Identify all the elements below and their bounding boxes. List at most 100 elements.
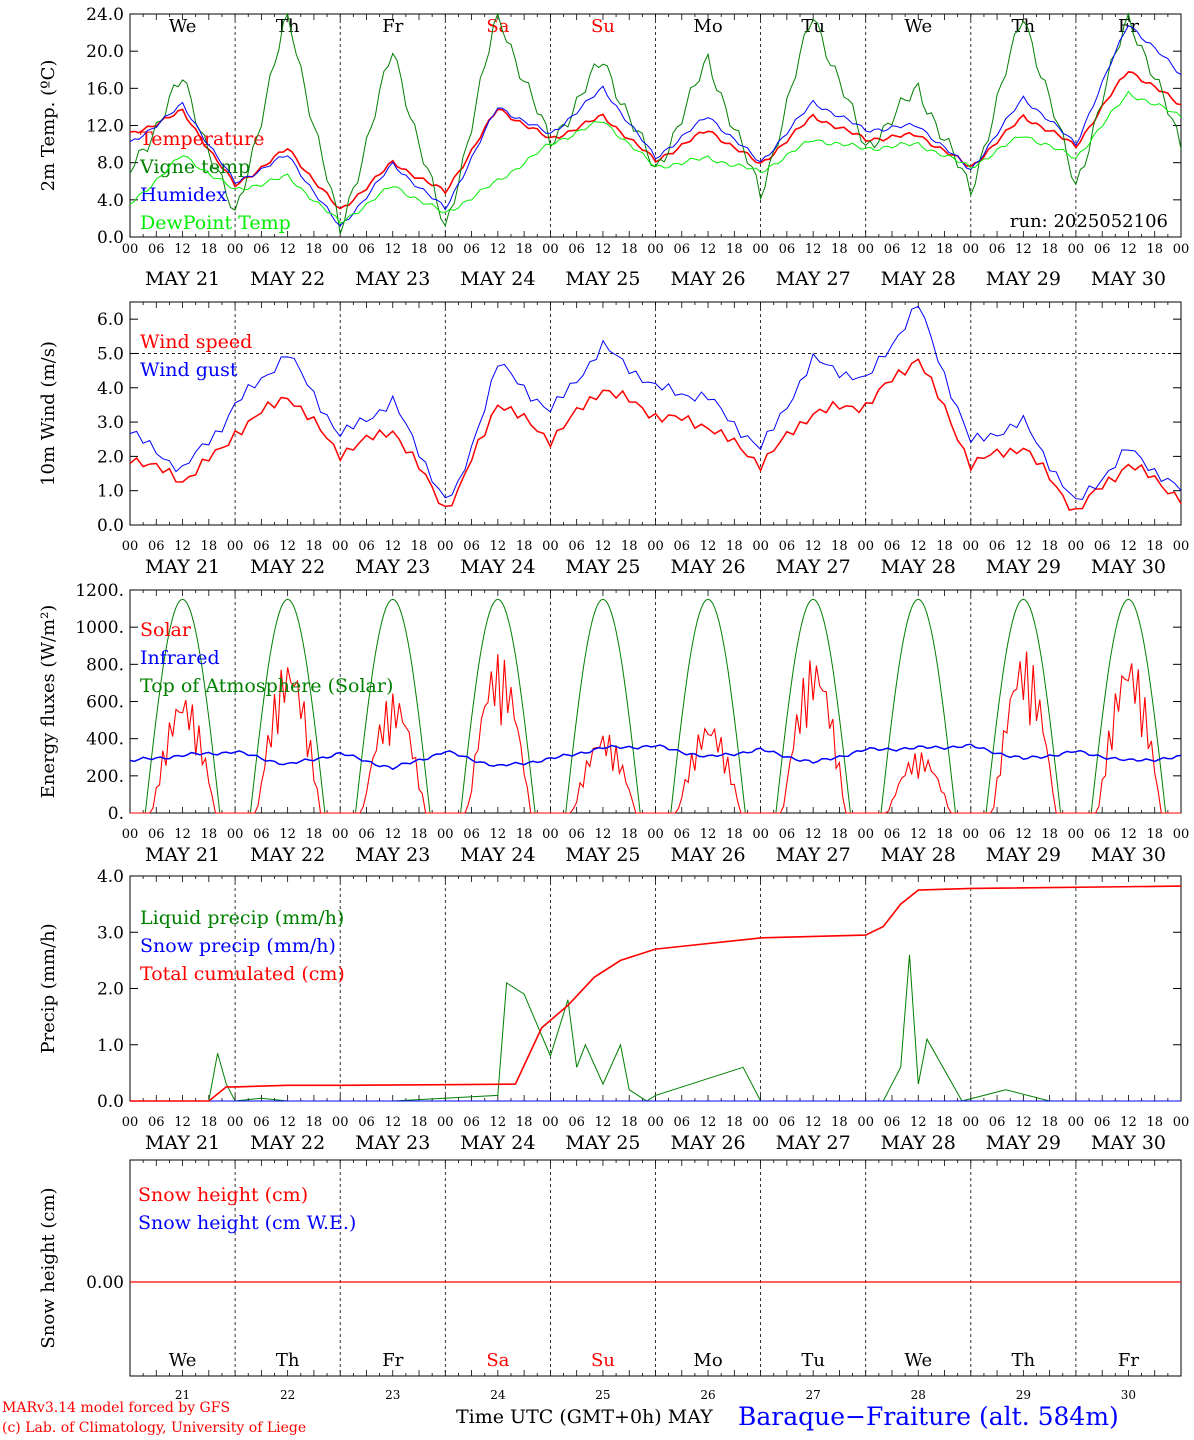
hour-tick-label: 06 <box>463 539 480 554</box>
y-tick-label: 24.0 <box>86 5 124 25</box>
hour-tick-label: 12 <box>805 1115 822 1130</box>
day-name-label: Fr <box>1118 1350 1139 1371</box>
run-label: run: 2025052106 <box>1010 211 1168 232</box>
y-tick-label: 6.0 <box>97 310 124 330</box>
y-tick-label: 1200. <box>75 581 124 601</box>
series-line <box>129 90 1182 224</box>
legend-entry: Vigne temp <box>139 156 250 178</box>
hour-tick-label: 12 <box>174 539 191 554</box>
hour-tick-label: 18 <box>831 827 848 842</box>
hour-tick-label: 12 <box>700 827 717 842</box>
day-name-label: Tu <box>801 1350 825 1371</box>
y-tick-label: 4.0 <box>97 379 124 399</box>
hour-tick-label: 06 <box>358 827 375 842</box>
hour-tick-label: 06 <box>148 539 165 554</box>
y-tick-label: 3.0 <box>97 923 124 943</box>
hour-tick-label: 12 <box>490 242 507 257</box>
hour-tick-label: 06 <box>148 827 165 842</box>
hour-tick-label: 18 <box>621 827 638 842</box>
hour-tick-label: 06 <box>674 827 691 842</box>
hour-tick-label: 12 <box>174 1115 191 1130</box>
x-axis-title: Time UTC (GMT+0h) MAY <box>456 1406 713 1428</box>
legend-entry: Top of Atmosphere (Solar) <box>140 675 393 697</box>
day-number-label: 25 <box>595 1388 610 1402</box>
hour-tick-label: 00 <box>437 827 454 842</box>
hour-tick-label: 18 <box>1146 827 1163 842</box>
hour-tick-label: 06 <box>989 1115 1006 1130</box>
hour-tick-label: 18 <box>306 242 323 257</box>
legend-entry: DewPoint Temp <box>140 212 291 234</box>
hour-tick-label: 06 <box>358 539 375 554</box>
hour-tick-label: 00 <box>1068 539 1085 554</box>
day-name-label: Fr <box>1118 16 1139 37</box>
date-label: MAY 29 <box>986 844 1061 866</box>
y-tick-label: 2.0 <box>97 980 124 1000</box>
hour-tick-label: 00 <box>227 1115 244 1130</box>
hour-tick-label: 18 <box>621 539 638 554</box>
date-label: MAY 25 <box>565 556 640 578</box>
hour-tick-label: 00 <box>1173 827 1190 842</box>
hour-tick-label: 12 <box>910 827 927 842</box>
hour-tick-label: 00 <box>542 827 559 842</box>
hour-tick-label: 18 <box>621 1115 638 1130</box>
hour-tick-label: 06 <box>253 242 270 257</box>
date-label: MAY 24 <box>460 556 535 578</box>
hour-tick-label: 18 <box>831 539 848 554</box>
hour-tick-label: 00 <box>752 1115 769 1130</box>
hour-tick-label: 06 <box>884 827 901 842</box>
date-label: MAY 27 <box>776 556 851 578</box>
hour-tick-label: 12 <box>384 539 401 554</box>
day-number-label: 30 <box>1121 1388 1136 1402</box>
station-title: Baraque−Fraiture (alt. 584m) <box>738 1402 1119 1431</box>
hour-tick-label: 06 <box>989 242 1006 257</box>
hour-tick-label: 00 <box>227 242 244 257</box>
hour-tick-label: 12 <box>595 539 612 554</box>
date-label: MAY 27 <box>776 268 851 290</box>
date-label: MAY 25 <box>565 1132 640 1154</box>
hour-tick-label: 12 <box>384 242 401 257</box>
hour-tick-label: 00 <box>1173 539 1190 554</box>
y-tick-label: 2.0 <box>97 447 124 467</box>
hour-tick-label: 12 <box>174 242 191 257</box>
hour-tick-label: 18 <box>516 242 533 257</box>
legend-entry: Wind gust <box>140 359 238 381</box>
hour-tick-label: 06 <box>253 827 270 842</box>
hour-tick-label: 12 <box>700 539 717 554</box>
hour-tick-label: 00 <box>332 1115 349 1130</box>
hour-tick-label: 06 <box>1094 242 1111 257</box>
legend-entry: Snow height (cm) <box>138 1184 308 1206</box>
hour-tick-label: 18 <box>201 242 218 257</box>
date-label: MAY 24 <box>460 268 535 290</box>
day-name-label: Sa <box>486 1350 509 1371</box>
hour-tick-label: 18 <box>411 1115 428 1130</box>
hour-tick-label: 18 <box>201 1115 218 1130</box>
hour-tick-label: 12 <box>910 1115 927 1130</box>
hour-tick-label: 00 <box>437 1115 454 1130</box>
series-line <box>129 71 1182 210</box>
day-name-label: Sa <box>486 16 509 37</box>
hour-tick-label: 00 <box>122 1115 139 1130</box>
day-number-label: 29 <box>1016 1388 1031 1402</box>
day-number-label: 24 <box>490 1388 506 1402</box>
hour-tick-label: 12 <box>490 539 507 554</box>
hour-tick-label: 06 <box>674 539 691 554</box>
hour-tick-label: 06 <box>463 242 480 257</box>
hour-tick-label: 00 <box>857 1115 874 1130</box>
hour-tick-label: 00 <box>857 242 874 257</box>
legend-entry: Solar <box>140 619 192 641</box>
hour-tick-label: 12 <box>595 242 612 257</box>
date-label: MAY 23 <box>355 1132 430 1154</box>
hour-tick-label: 12 <box>805 242 822 257</box>
hour-tick-label: 12 <box>1120 1115 1137 1130</box>
hour-tick-label: 12 <box>279 1115 296 1130</box>
hour-tick-label: 06 <box>779 242 796 257</box>
hour-tick-label: 12 <box>1120 242 1137 257</box>
hour-tick-label: 12 <box>700 1115 717 1130</box>
hour-tick-label: 12 <box>805 827 822 842</box>
hour-tick-label: 06 <box>884 1115 901 1130</box>
hour-tick-label: 06 <box>253 1115 270 1130</box>
hour-tick-label: 12 <box>1015 1115 1032 1130</box>
date-label: MAY 23 <box>355 844 430 866</box>
hour-tick-label: 12 <box>700 242 717 257</box>
hour-tick-label: 00 <box>963 539 980 554</box>
